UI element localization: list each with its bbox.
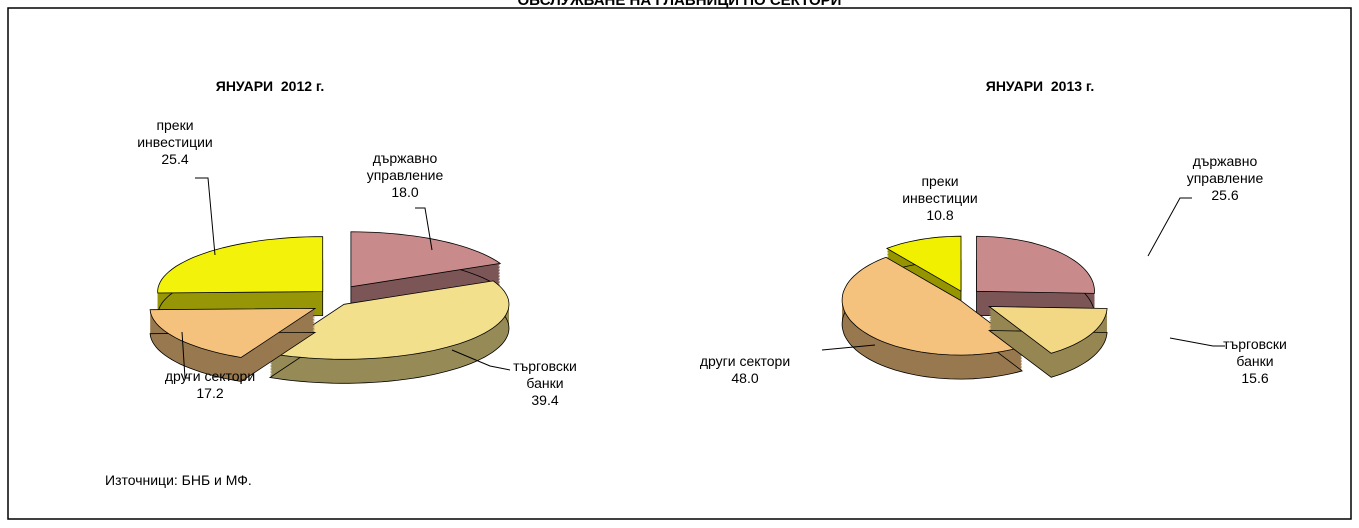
pie-slice bbox=[157, 236, 324, 318]
pie-slice bbox=[350, 231, 502, 312]
value-label: 48.0 bbox=[731, 370, 759, 386]
leader-line bbox=[181, 331, 190, 379]
leader-line bbox=[415, 207, 433, 251]
value-label: 15.6 bbox=[1241, 370, 1269, 386]
leader-line bbox=[1147, 197, 1192, 257]
value-label: 18.0 bbox=[391, 184, 419, 200]
slice-top bbox=[149, 307, 317, 358]
page-title: ОБСЛУЖВАНЕ НА ГЛАВНИЦИ ПО СЕКТОРИ bbox=[517, 0, 842, 9]
pie-slice bbox=[987, 306, 1108, 378]
slice-label: други сектори bbox=[164, 368, 256, 384]
pie-slice bbox=[976, 235, 1095, 318]
slice-label: други сектори bbox=[699, 353, 791, 369]
value-label: 39.4 bbox=[531, 392, 559, 408]
slice-bottom-edge bbox=[149, 331, 317, 382]
pie-title: ЯНУАРИ 2012 г. bbox=[215, 78, 325, 94]
slice-top bbox=[268, 280, 510, 360]
pie-slice bbox=[268, 280, 510, 384]
value-label: 10.8 bbox=[926, 207, 954, 223]
leader-line bbox=[451, 349, 511, 371]
slice-top bbox=[885, 235, 962, 292]
pie-title: ЯНУАРИ 2013 г. bbox=[985, 78, 1095, 94]
slice-bottom-edge bbox=[987, 330, 1108, 378]
pie-slice bbox=[149, 307, 317, 382]
slice-top bbox=[157, 236, 324, 294]
slice-top bbox=[841, 256, 1023, 356]
slice-top bbox=[976, 235, 1095, 294]
slice-label: държавно управление bbox=[366, 150, 444, 183]
value-label: 17.2 bbox=[196, 385, 224, 401]
frame bbox=[7, 7, 1352, 520]
pie-slice bbox=[841, 256, 1023, 380]
slice-label: държавно управление bbox=[1186, 153, 1264, 186]
slice-bottom-edge bbox=[268, 304, 510, 384]
value-label: 25.6 bbox=[1211, 187, 1239, 203]
source-note: Източници: БНБ и МФ. bbox=[105, 472, 252, 488]
leader-line bbox=[195, 177, 216, 256]
leader-line bbox=[821, 344, 876, 351]
slice-label: търговски банки bbox=[513, 358, 577, 391]
slice-label: търговски банки bbox=[1223, 336, 1287, 369]
slice-top bbox=[350, 231, 502, 288]
leader-line bbox=[1169, 337, 1225, 347]
slice-label: преки инвестиции bbox=[902, 173, 978, 206]
slice-label: преки инвестиции bbox=[137, 117, 213, 150]
value-label: 25.4 bbox=[161, 151, 189, 167]
slice-top bbox=[987, 306, 1108, 354]
